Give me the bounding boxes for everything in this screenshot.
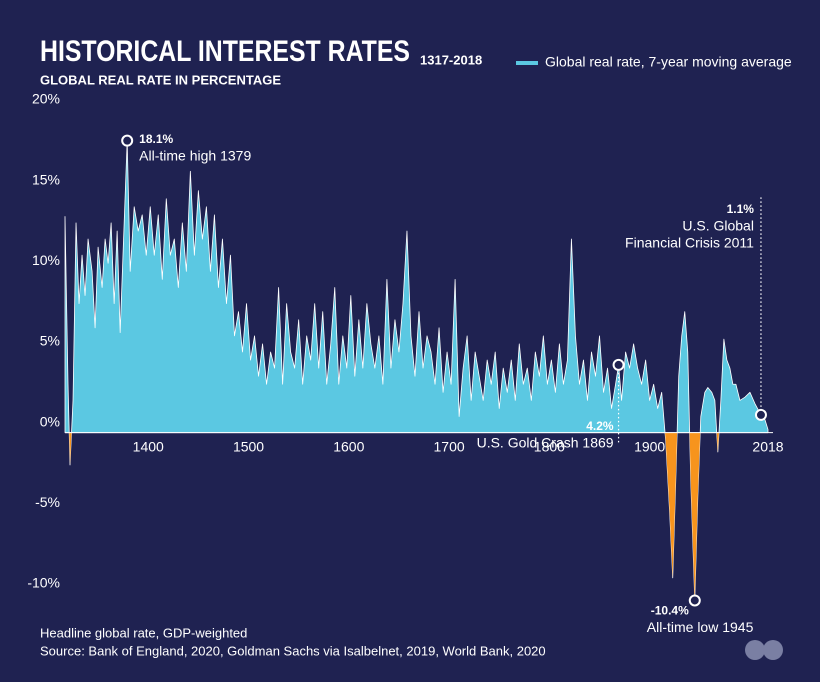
annotation-text: All-time high 1379 [139, 147, 251, 163]
y-tick-label: 0% [40, 413, 60, 429]
x-tick-label: 1700 [434, 438, 465, 454]
y-tick-label: 15% [32, 171, 60, 187]
legend-label: Global real rate, 7-year moving average [545, 54, 792, 70]
annotation-text: U.S. Global [682, 218, 754, 234]
negative-fill [65, 432, 768, 601]
annotation-text: Financial Crisis 2011 [625, 235, 754, 251]
annotation-text: All-time low 1945 [647, 619, 754, 635]
y-tick-label: 10% [32, 252, 60, 268]
annotation-marker [121, 134, 134, 147]
x-tick-label: 1400 [133, 438, 164, 454]
y-tick-label: 5% [40, 333, 60, 349]
footnote: Source: Bank of England, 2020, Goldman S… [40, 643, 546, 658]
annotation-text: U.S. Gold Crash 1869 [477, 435, 614, 451]
annotation-value: 18.1% [139, 132, 173, 146]
x-tick-label: 2018 [752, 438, 783, 454]
x-tick-label: 1800 [534, 438, 565, 454]
title-years: 1317-2018 [420, 52, 482, 67]
y-tick-label: -5% [35, 494, 60, 510]
area [64, 140, 769, 601]
annotation-value: -10.4% [651, 604, 689, 618]
y-tick-label: 20% [32, 91, 60, 107]
chart-subtitle: GLOBAL REAL RATE IN PERCENTAGE [40, 72, 281, 87]
x-tick-label: 1500 [233, 438, 264, 454]
annotation-value: 1.1% [727, 202, 755, 216]
logo [745, 640, 783, 660]
annotation-marker [754, 408, 767, 421]
legend-swatch [516, 61, 538, 65]
x-tick-label: 1900 [634, 438, 665, 454]
footnote: Headline global rate, GDP-weighted [40, 625, 247, 640]
x-tick-label: 1600 [333, 438, 364, 454]
y-tick-label: -10% [27, 575, 60, 591]
annotation-marker [612, 358, 625, 371]
annotation-marker [688, 594, 701, 607]
chart-title: HISTORICAL INTEREST RATES [40, 35, 410, 68]
annotation-value: 4.2% [586, 419, 614, 433]
